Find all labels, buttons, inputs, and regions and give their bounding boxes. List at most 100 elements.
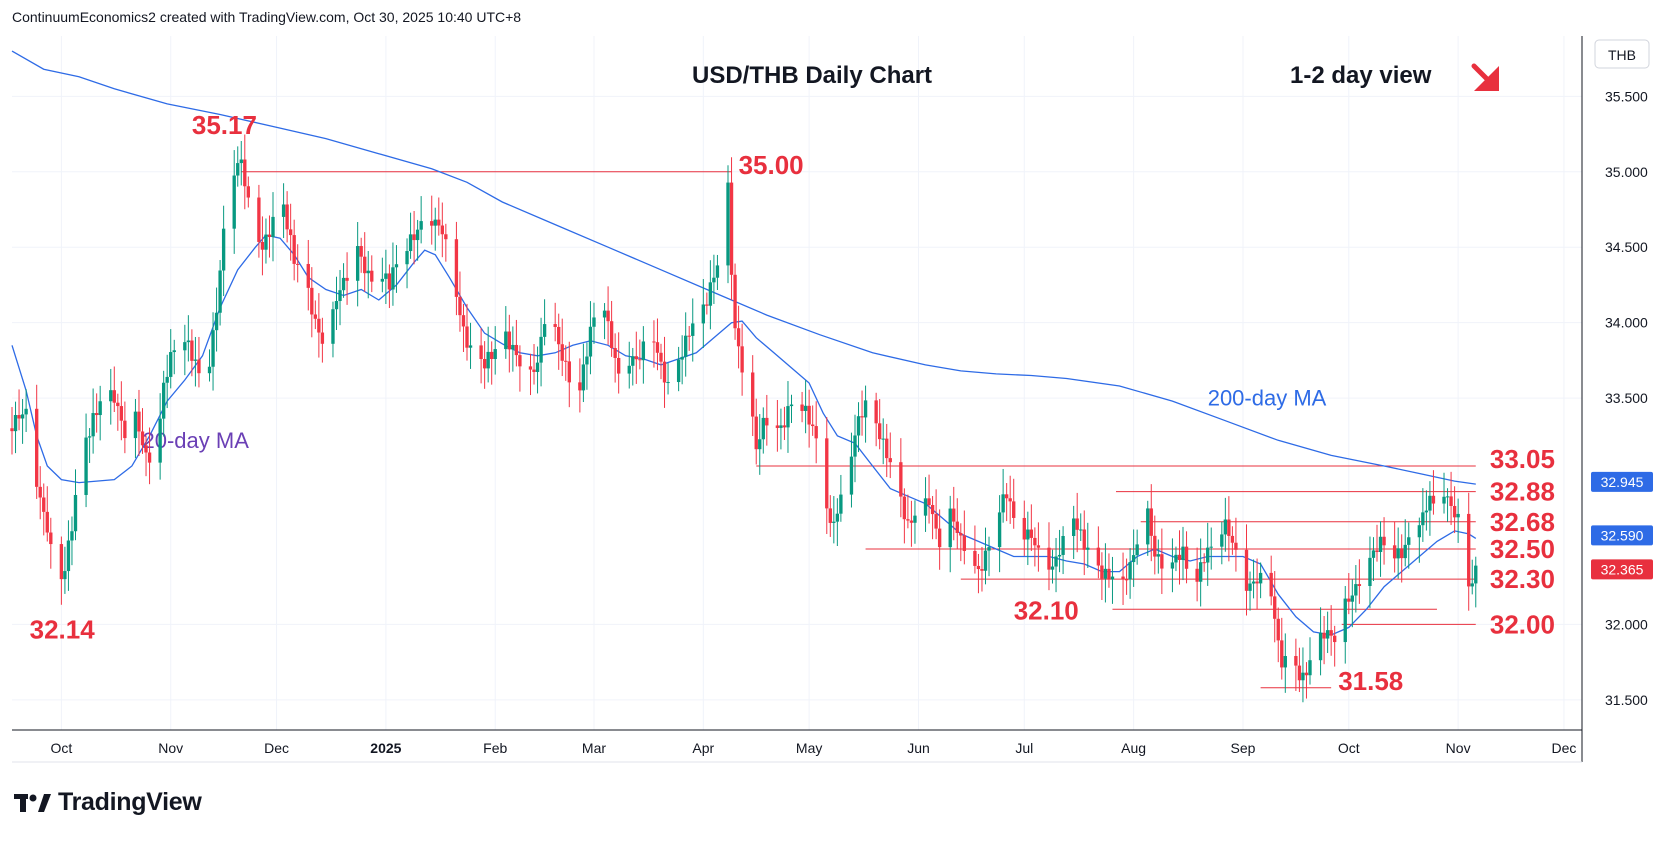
candle[interactable]: [1421, 488, 1425, 542]
candle[interactable]: [313, 300, 318, 330]
candle[interactable]: [232, 150, 236, 254]
candle[interactable]: [511, 326, 515, 372]
candle[interactable]: [528, 353, 533, 396]
candle[interactable]: [1258, 562, 1263, 599]
candle[interactable]: [638, 339, 642, 370]
candle[interactable]: [1294, 638, 1298, 691]
candle[interactable]: [803, 380, 808, 434]
candle[interactable]: [281, 183, 286, 239]
candle[interactable]: [535, 346, 540, 394]
candle[interactable]: [740, 323, 744, 396]
candle[interactable]: [733, 263, 737, 340]
candle[interactable]: [70, 516, 74, 566]
candle[interactable]: [1110, 556, 1115, 604]
candle[interactable]: [38, 466, 42, 520]
candle[interactable]: [1124, 558, 1129, 595]
candle[interactable]: [1079, 513, 1083, 541]
candle[interactable]: [172, 339, 176, 375]
candle[interactable]: [1054, 537, 1058, 593]
candle[interactable]: [236, 146, 240, 187]
candle[interactable]: [63, 546, 67, 594]
candle[interactable]: [885, 423, 889, 478]
candle[interactable]: [444, 223, 448, 262]
candle[interactable]: [1234, 517, 1238, 572]
candle[interactable]: [264, 218, 268, 264]
candle[interactable]: [165, 354, 169, 409]
candle[interactable]: [1057, 529, 1062, 573]
candle[interactable]: [430, 195, 434, 245]
candle[interactable]: [609, 300, 614, 357]
candle[interactable]: [923, 477, 928, 532]
candle[interactable]: [169, 329, 173, 389]
candle[interactable]: [415, 219, 420, 261]
candle[interactable]: [490, 341, 494, 385]
candle[interactable]: [906, 494, 910, 529]
candle[interactable]: [211, 312, 215, 391]
candle[interactable]: [207, 349, 212, 382]
candle[interactable]: [1371, 537, 1376, 582]
candle[interactable]: [1195, 547, 1199, 602]
candle[interactable]: [687, 325, 691, 351]
candle[interactable]: [1135, 529, 1139, 565]
candle[interactable]: [109, 368, 113, 425]
candle[interactable]: [1022, 500, 1026, 556]
candle[interactable]: [1333, 625, 1337, 667]
candle[interactable]: [1227, 496, 1231, 562]
candle[interactable]: [825, 417, 829, 535]
candle[interactable]: [899, 438, 903, 518]
candle[interactable]: [751, 355, 755, 437]
candle[interactable]: [1181, 526, 1185, 581]
candle[interactable]: [218, 260, 222, 326]
candle[interactable]: [454, 221, 459, 316]
candle[interactable]: [518, 345, 522, 392]
candle[interactable]: [1304, 662, 1309, 699]
candle[interactable]: [564, 345, 568, 381]
currency-badge[interactable]: THB: [1594, 39, 1650, 69]
candle[interactable]: [1280, 617, 1284, 680]
candle[interactable]: [578, 358, 582, 413]
candle[interactable]: [257, 184, 261, 258]
candle[interactable]: [666, 362, 670, 395]
candle[interactable]: [1424, 490, 1429, 531]
candle[interactable]: [468, 322, 473, 369]
candle[interactable]: [1396, 527, 1400, 579]
candle[interactable]: [532, 344, 536, 385]
candle[interactable]: [1269, 555, 1273, 606]
candle[interactable]: [363, 232, 367, 292]
candle[interactable]: [479, 328, 483, 384]
candle[interactable]: [1325, 611, 1330, 654]
candle[interactable]: [465, 303, 469, 361]
candle[interactable]: [807, 389, 811, 448]
candle[interactable]: [952, 486, 956, 541]
candle[interactable]: [193, 336, 198, 387]
candle[interactable]: [221, 205, 226, 297]
candle[interactable]: [860, 390, 864, 436]
candle[interactable]: [937, 509, 942, 570]
candle[interactable]: [331, 301, 335, 358]
candle[interactable]: [1318, 607, 1323, 676]
candle[interactable]: [112, 366, 116, 413]
candle[interactable]: [197, 336, 201, 388]
candle[interactable]: [835, 498, 840, 547]
candle[interactable]: [983, 527, 988, 585]
candle[interactable]: [260, 216, 265, 276]
candle[interactable]: [116, 393, 120, 431]
price-tag[interactable]: 32.590: [1591, 525, 1653, 546]
candle[interactable]: [147, 427, 152, 485]
candle[interactable]: [133, 398, 138, 459]
candle[interactable]: [592, 302, 596, 344]
candle[interactable]: [1449, 471, 1453, 526]
candle[interactable]: [652, 320, 656, 368]
candle[interactable]: [542, 299, 547, 346]
candle[interactable]: [634, 331, 638, 384]
candle[interactable]: [1075, 492, 1079, 553]
candle[interactable]: [705, 292, 709, 315]
candle[interactable]: [786, 381, 790, 453]
candle[interactable]: [504, 306, 508, 359]
candle[interactable]: [1050, 549, 1055, 584]
candle[interactable]: [655, 318, 660, 371]
candle[interactable]: [91, 388, 95, 454]
candle[interactable]: [878, 399, 882, 450]
candle[interactable]: [437, 197, 441, 236]
candle[interactable]: [42, 483, 46, 536]
